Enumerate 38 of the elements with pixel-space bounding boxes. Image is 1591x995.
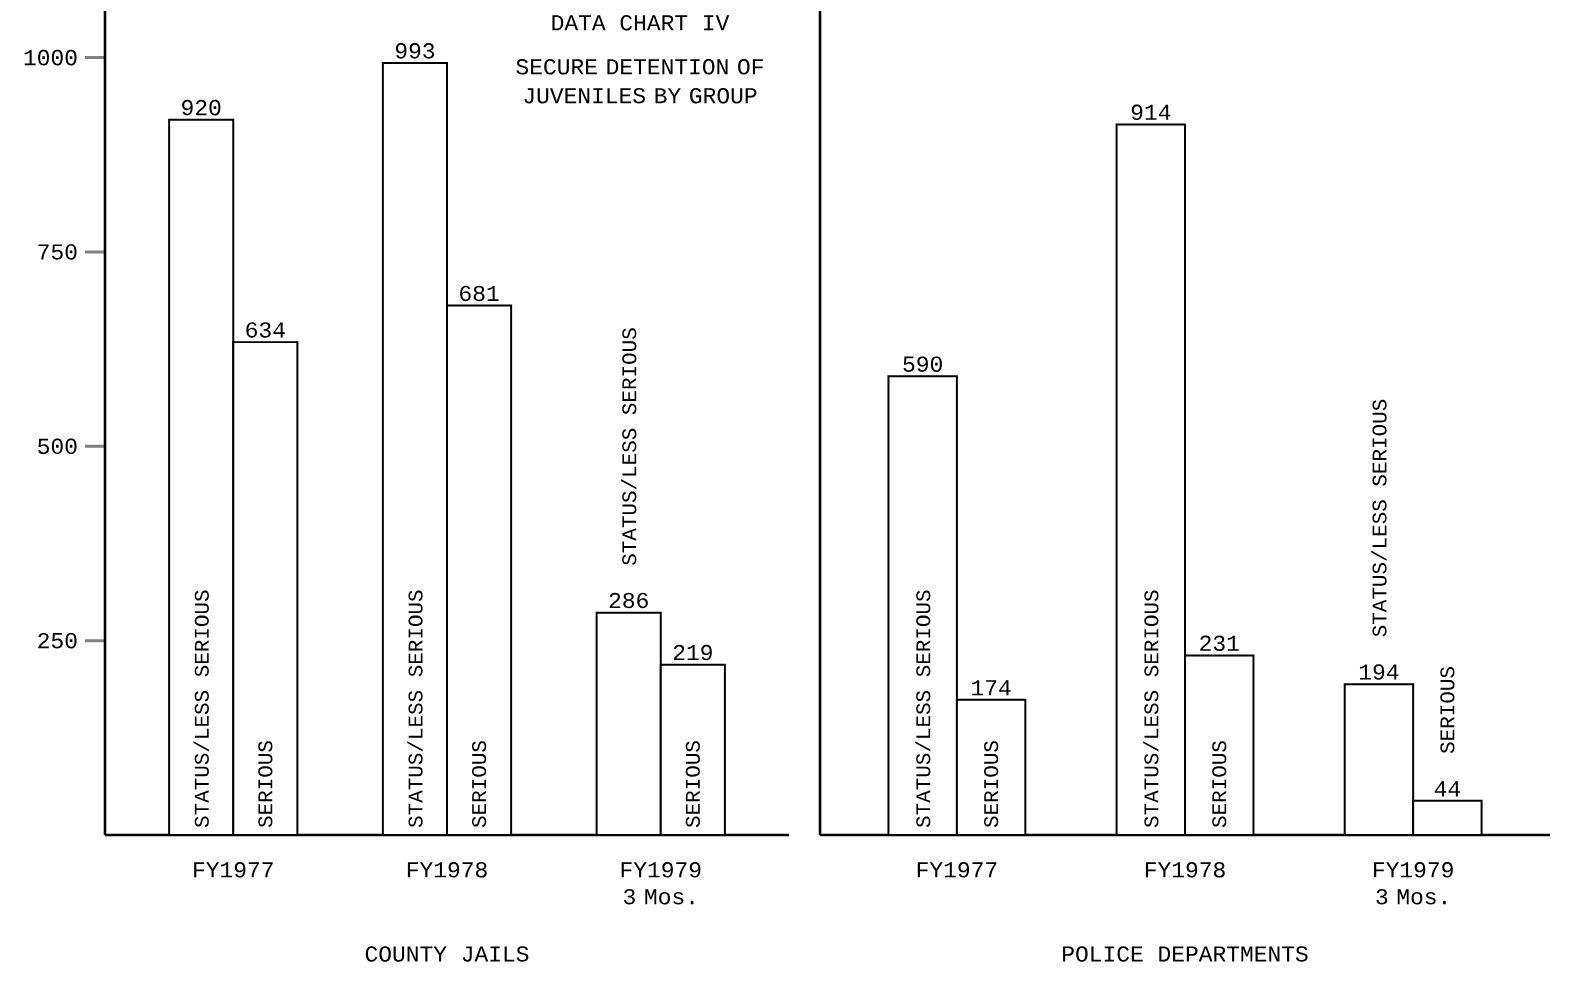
text: SERIOUS xyxy=(685,741,700,828)
x-tick-label: FY1977 xyxy=(917,862,997,878)
data-label: 920 xyxy=(182,99,221,116)
data-label: 194 xyxy=(1359,664,1399,680)
y-tick-label: 500 xyxy=(38,438,77,455)
text: SERIOUS xyxy=(1212,741,1227,828)
x-axis-title: COUNTY JAILS xyxy=(365,946,529,962)
x-axis-title: POLICE DEPARTMENTS xyxy=(1063,946,1308,962)
data-label: 219 xyxy=(673,644,712,661)
x-tick-label: FY1978 xyxy=(407,862,487,878)
x-tick-label: FY1977 xyxy=(194,862,273,878)
data-label: 231 xyxy=(1200,635,1239,652)
series-label: STATUS/LESS SERIOUS xyxy=(193,590,209,828)
data-label: 681 xyxy=(460,285,499,302)
data-label: 590 xyxy=(903,356,942,372)
x-tick-label: FY1979 3 Mos. xyxy=(621,862,701,905)
data-label: 634 xyxy=(246,322,285,338)
y-tick-label: 750 xyxy=(38,244,77,260)
text: SERIOUS xyxy=(1440,667,1455,754)
text: SECURE DETENTION OF JUVENILES BY GROUP xyxy=(516,59,763,104)
text: STATUS/LESS SERIOUS xyxy=(621,328,637,565)
series-label: SERIOUS xyxy=(984,741,999,828)
text: STATUS/LESS SERIOUS xyxy=(1143,590,1159,828)
chart-title: DATA CHART IV xyxy=(552,15,730,31)
text: SERIOUS xyxy=(471,741,487,828)
data-label: 174 xyxy=(972,680,1011,696)
text: STATUS/LESS SERIOUS xyxy=(407,590,423,828)
series-label: STATUS/LESS SERIOUS xyxy=(915,590,931,828)
y-tick-label: 1000 xyxy=(24,49,77,66)
data-label: 914 xyxy=(1131,104,1171,121)
data-label: 993 xyxy=(395,43,435,59)
data-label: 44 xyxy=(1434,781,1460,797)
series-label: SERIOUS xyxy=(258,741,273,828)
x-tick-label: FY1979 3 Mos. xyxy=(1374,862,1453,905)
x-tick-label: FY1978 xyxy=(1145,862,1225,878)
text: STATUS/LESS SERIOUS xyxy=(1371,399,1387,637)
y-tick-label: 250 xyxy=(38,632,77,649)
data-label: 286 xyxy=(609,592,648,609)
